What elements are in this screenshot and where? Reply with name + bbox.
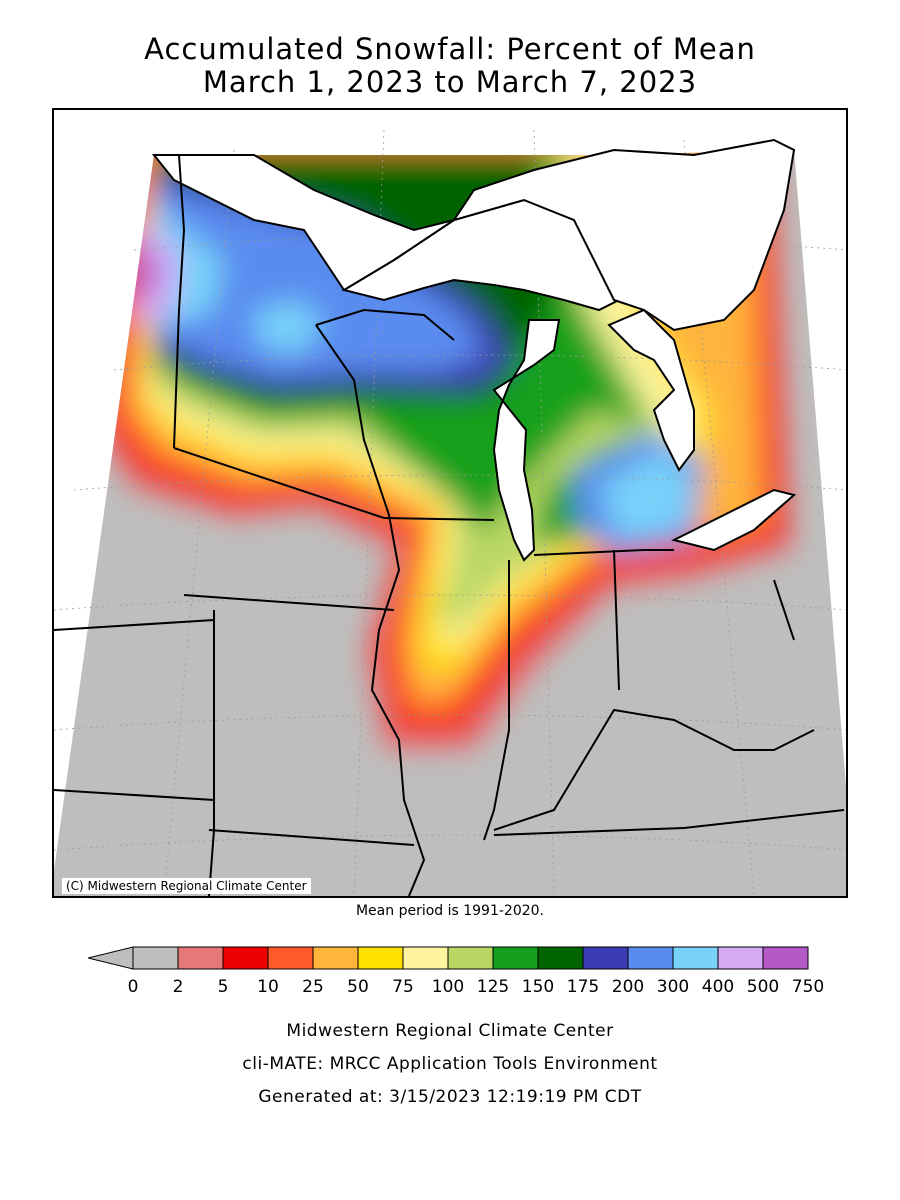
map-frame: (C) Midwestern Regional Climate Center <box>52 108 848 898</box>
kentucky-tennessee-border <box>493 809 845 836</box>
ohio-pennsylvania-border <box>773 579 795 641</box>
legend-swatch <box>402 946 449 970</box>
legend-tick-label: 2 <box>172 977 184 997</box>
legend-tick-label: 300 <box>656 977 690 997</box>
legend-swatch <box>132 946 179 970</box>
contour-200 <box>154 185 484 378</box>
legend-tick-label: 500 <box>746 977 780 997</box>
legend-swatch <box>312 946 359 970</box>
color-legend <box>88 946 809 970</box>
legend-tick-label: 400 <box>701 977 735 997</box>
legend-swatch <box>762 946 809 970</box>
footer-generated: Generated at: 3/15/2023 12:19:19 PM CDT <box>258 1087 642 1107</box>
minnesota-west-border <box>173 154 186 449</box>
legend-tick-label: 5 <box>217 977 229 997</box>
legend-swatch <box>177 946 224 970</box>
illinois-indiana-border <box>483 560 510 841</box>
legend-swatch <box>672 946 719 970</box>
legend-swatches <box>132 946 809 970</box>
legend-tick-label: 200 <box>611 977 645 997</box>
legend-swatch <box>357 946 404 970</box>
legend-tick-label: 50 <box>347 977 369 997</box>
map-title: Accumulated Snowfall: Percent of Mean <box>144 32 756 66</box>
copyright-notice: (C) Midwestern Regional Climate Center <box>62 878 311 894</box>
legend-tick-label: 0 <box>127 977 139 997</box>
footer-tool: cli-MATE: MRCC Application Tools Environ… <box>242 1054 658 1074</box>
legend-tick-label: 125 <box>476 977 510 997</box>
great-lakes <box>151 138 797 562</box>
lake-erie <box>671 488 797 552</box>
iowa-missouri-border <box>183 594 395 611</box>
legend-tick-label: 750 <box>791 977 825 997</box>
legend-swatch <box>267 946 314 970</box>
contour-500 <box>134 240 159 300</box>
legend-swatch <box>222 946 269 970</box>
snowfall-map <box>54 129 846 896</box>
indiana-ohio-border <box>613 549 620 691</box>
legend-tick-label: 100 <box>431 977 465 997</box>
missouri-arkansas-border <box>208 829 415 846</box>
state-boundaries <box>54 154 845 896</box>
legend-swatch <box>627 946 674 970</box>
contour-300-central <box>254 300 324 355</box>
mississippi-river <box>315 324 426 896</box>
ohio-river <box>493 708 815 831</box>
north-land <box>151 138 796 332</box>
legend-tick-label: 150 <box>521 977 555 997</box>
legend-tick-label: 175 <box>566 977 600 997</box>
michigan-indiana-border <box>533 549 645 556</box>
legend-arrow <box>88 946 134 970</box>
legend-swatch <box>492 946 539 970</box>
lake-huron <box>607 308 695 472</box>
map-date-range: March 1, 2023 to March 7, 2023 <box>202 65 698 99</box>
contour-lm-300 <box>599 450 694 540</box>
legend-swatch <box>537 946 584 970</box>
legend-tick-label: 10 <box>257 977 279 997</box>
legend-tick-label: 25 <box>302 977 324 997</box>
legend-swatch <box>447 946 494 970</box>
mean-period-note: Mean period is 1991-2020. <box>355 903 545 919</box>
legend-tick-label: 75 <box>392 977 414 997</box>
iowa-north-border <box>173 447 495 521</box>
kansas-oklahoma-border <box>54 789 215 801</box>
nebraska-kansas-border <box>54 619 215 631</box>
lake-michigan <box>492 319 561 562</box>
legend-swatch <box>582 946 629 970</box>
legend-swatch <box>717 946 764 970</box>
wisconsin-michigan-border <box>315 308 455 341</box>
footer-organization: Midwestern Regional Climate Center <box>286 1021 614 1041</box>
